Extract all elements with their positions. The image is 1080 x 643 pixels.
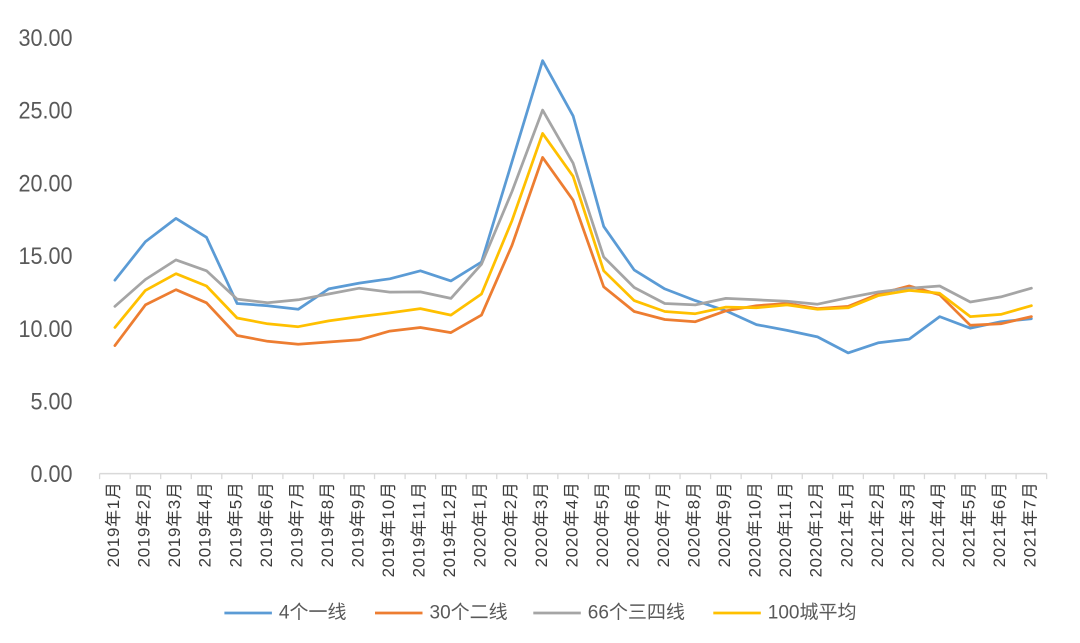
svg-text:2020: 2020 — [562, 527, 581, 567]
svg-text:1: 1 — [471, 499, 490, 509]
svg-text:4: 4 — [279, 603, 290, 624]
svg-text:2020: 2020 — [623, 527, 642, 567]
svg-text:3: 3 — [898, 499, 917, 509]
svg-text:1: 1 — [104, 499, 123, 509]
svg-text:66: 66 — [588, 603, 609, 624]
svg-text:25.00: 25.00 — [18, 97, 72, 124]
svg-text:2019: 2019 — [257, 527, 276, 567]
svg-text:11: 11 — [776, 500, 795, 519]
svg-text:1: 1 — [837, 499, 856, 509]
svg-text:2021: 2021 — [868, 527, 887, 567]
svg-text:12: 12 — [807, 499, 826, 519]
svg-text:2019: 2019 — [135, 527, 154, 567]
svg-text:10.00: 10.00 — [18, 315, 72, 342]
svg-text:2021: 2021 — [898, 527, 917, 567]
svg-text:2020: 2020 — [532, 527, 551, 567]
svg-text:8: 8 — [685, 499, 704, 509]
svg-text:7: 7 — [287, 499, 306, 509]
svg-text:2019: 2019 — [196, 527, 215, 567]
svg-text:5: 5 — [593, 499, 612, 509]
svg-text:5: 5 — [959, 499, 978, 509]
svg-text:2019: 2019 — [440, 537, 459, 577]
svg-text:4: 4 — [562, 499, 581, 509]
svg-text:12: 12 — [440, 499, 459, 519]
svg-text:2: 2 — [501, 499, 520, 509]
svg-text:9: 9 — [715, 499, 734, 509]
svg-text:11: 11 — [410, 500, 429, 519]
svg-text:2020: 2020 — [807, 537, 826, 577]
svg-text:2020: 2020 — [715, 527, 734, 567]
svg-text:5.00: 5.00 — [30, 387, 72, 414]
svg-text:2020: 2020 — [593, 527, 612, 567]
svg-text:2020: 2020 — [471, 527, 490, 567]
svg-text:9: 9 — [348, 499, 367, 509]
svg-text:2019: 2019 — [379, 537, 398, 577]
svg-text:2020: 2020 — [501, 527, 520, 567]
svg-text:30.00: 30.00 — [18, 24, 72, 51]
svg-text:2019: 2019 — [226, 527, 245, 567]
svg-text:6: 6 — [623, 499, 642, 509]
svg-text:2020: 2020 — [746, 537, 765, 577]
svg-text:15.00: 15.00 — [18, 242, 72, 269]
svg-text:20.00: 20.00 — [18, 169, 72, 196]
svg-text:2019: 2019 — [410, 537, 429, 577]
svg-text:2019: 2019 — [318, 527, 337, 567]
svg-text:6: 6 — [990, 499, 1009, 509]
svg-text:2021: 2021 — [959, 527, 978, 567]
svg-text:7: 7 — [1021, 499, 1040, 509]
svg-text:4: 4 — [929, 499, 948, 509]
svg-text:100: 100 — [768, 603, 800, 624]
svg-text:7: 7 — [654, 499, 673, 509]
svg-text:2021: 2021 — [837, 527, 856, 567]
svg-text:2: 2 — [135, 499, 154, 509]
svg-text:2019: 2019 — [104, 527, 123, 567]
svg-text:0.00: 0.00 — [30, 460, 72, 487]
svg-text:3: 3 — [532, 499, 551, 509]
svg-text:2021: 2021 — [1021, 527, 1040, 567]
svg-text:2021: 2021 — [929, 527, 948, 567]
svg-text:4: 4 — [196, 499, 215, 509]
svg-text:2: 2 — [868, 499, 887, 509]
svg-text:2019: 2019 — [348, 527, 367, 567]
svg-text:10: 10 — [746, 499, 765, 519]
svg-text:2021: 2021 — [990, 527, 1009, 567]
svg-text:2020: 2020 — [776, 537, 795, 577]
svg-text:2020: 2020 — [685, 527, 704, 567]
svg-text:6: 6 — [257, 499, 276, 509]
svg-text:2020: 2020 — [654, 527, 673, 567]
svg-text:30: 30 — [430, 603, 451, 624]
svg-text:8: 8 — [318, 499, 337, 509]
svg-text:2019: 2019 — [165, 527, 184, 567]
svg-text:3: 3 — [165, 499, 184, 509]
svg-text:5: 5 — [226, 499, 245, 509]
svg-text:10: 10 — [379, 499, 398, 519]
svg-text:2019: 2019 — [287, 527, 306, 567]
